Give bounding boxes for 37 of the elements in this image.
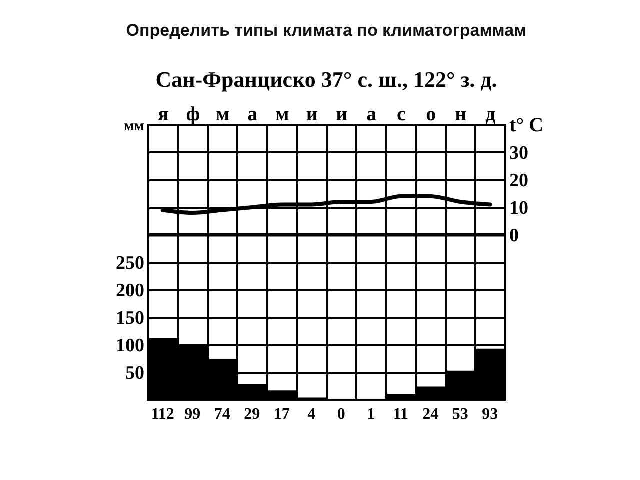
x-tick-label: и: [306, 104, 318, 126]
x-tick-label: м: [216, 104, 230, 126]
y-tick-label: 150: [116, 308, 144, 329]
data-label: 29: [244, 406, 260, 423]
y2-tick-label: 0: [510, 226, 519, 246]
x-tick-label: м: [276, 104, 290, 126]
data-label: 4: [308, 406, 316, 423]
data-label: 112: [151, 406, 174, 423]
data-label: 74: [214, 406, 230, 423]
y-tick-label: 200: [116, 280, 144, 302]
y-tick-label: 100: [116, 336, 144, 356]
y2-tick-label: 10: [510, 198, 528, 219]
chart-subtitle: Сан-Франциско 37° с. ш., 122° з. д.: [156, 67, 498, 92]
data-label: 0: [337, 406, 346, 423]
data-label: 99: [184, 406, 201, 423]
x-tick-label: а: [248, 104, 258, 126]
data-label: 17: [274, 406, 290, 423]
data-label: 24: [422, 406, 439, 423]
x-tick-label: д: [486, 104, 496, 126]
y-tick-label: 50: [126, 363, 144, 384]
y-tick-label: 250: [116, 253, 144, 274]
data-label: 53: [452, 406, 468, 423]
y2-axis-title: t° C: [510, 114, 544, 136]
x-tick-label: н: [455, 104, 467, 126]
x-tick-label: ф: [186, 104, 200, 126]
chart-title: Определить типы климата по климатограммам: [126, 21, 527, 40]
data-label: 11: [393, 406, 408, 423]
y2-tick-label: 30: [510, 143, 528, 164]
x-tick-label: и: [336, 104, 348, 126]
y-axis-title: мм: [124, 118, 144, 134]
x-tick-label: с: [396, 104, 406, 126]
data-label: 93: [482, 406, 498, 423]
y2-tick-label: 20: [510, 170, 528, 192]
x-tick-label: о: [426, 104, 436, 126]
x-tick-label: а: [366, 104, 377, 126]
data-label: 1: [367, 406, 376, 423]
x-tick-label: я: [158, 104, 169, 126]
